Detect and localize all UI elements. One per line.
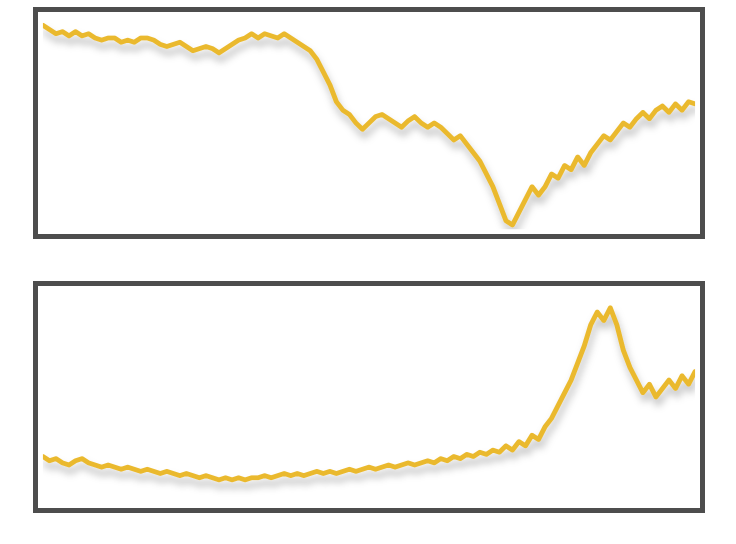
chart-panel-bottom [33, 281, 705, 513]
sparkline-bottom [38, 286, 700, 508]
sparkline-top [38, 12, 700, 234]
chart-panel-top [33, 7, 705, 239]
series-line [43, 25, 695, 225]
chart-page: { "layout": { "page_width": 736, "page_h… [0, 0, 736, 544]
series-line [43, 308, 695, 480]
